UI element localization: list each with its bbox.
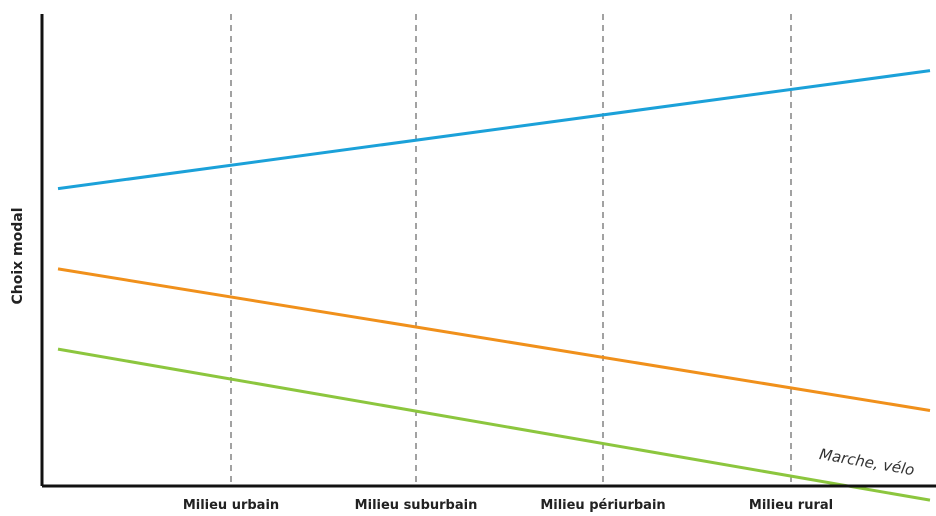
x-tick-labels: Milieu urbain Milieu suburbain Milieu péri… (183, 498, 833, 513)
series-lines (57, 69, 931, 502)
x-tick-label: Milieu périurbain (540, 498, 665, 513)
series-line-2 (57, 267, 931, 412)
series-line-1 (57, 69, 931, 191)
series-line-3 (57, 347, 931, 502)
x-tick-label: Milieu rural (749, 498, 833, 513)
y-axis-label: Choix modal (10, 207, 26, 304)
x-tick-label: Milieu suburbain (355, 498, 478, 513)
grid-lines (230, 14, 792, 484)
series-annotation: Marche, vélo (818, 445, 916, 479)
x-tick-label: Milieu urbain (183, 498, 279, 513)
